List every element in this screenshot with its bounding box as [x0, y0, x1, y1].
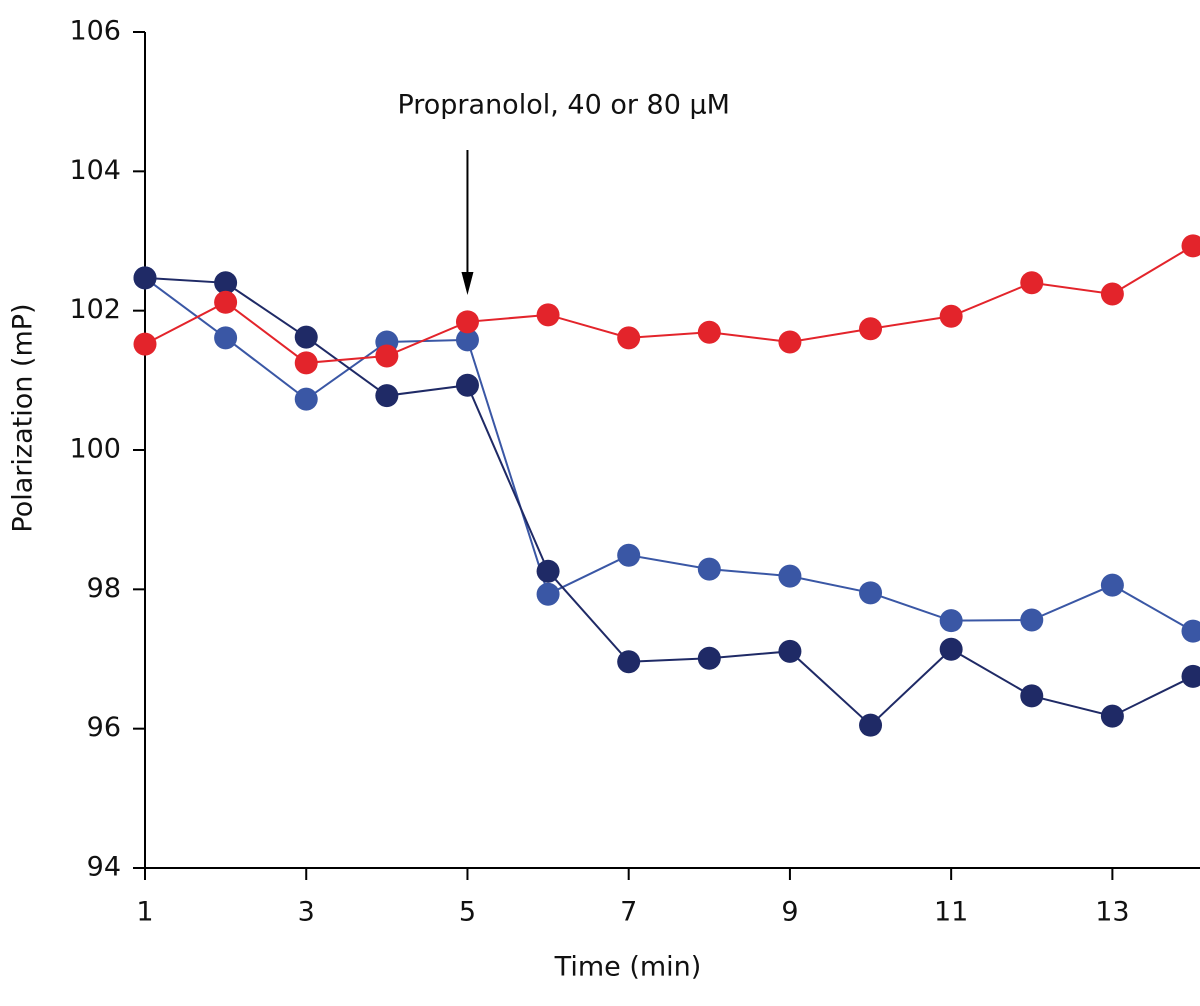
data-point: [455, 310, 479, 334]
data-point: [939, 609, 963, 633]
x-tick-label: 3: [298, 897, 315, 928]
data-point: [214, 271, 238, 295]
data-point: [1020, 684, 1044, 708]
data-point: [1100, 704, 1124, 728]
data-point: [697, 557, 721, 581]
data-point: [617, 326, 641, 350]
data-point: [214, 326, 238, 350]
data-point: [294, 325, 318, 349]
data-point: [617, 650, 641, 674]
data-point: [1181, 234, 1200, 258]
data-point: [778, 564, 802, 588]
x-tick-label: 5: [459, 897, 476, 928]
data-point: [536, 303, 560, 327]
data-point: [133, 266, 157, 290]
series-line: [144, 276, 1194, 727]
data-point: [859, 317, 883, 341]
x-tick-label: 1: [136, 897, 153, 928]
data-point: [375, 384, 399, 408]
data-point: [778, 330, 802, 354]
data-point: [455, 328, 479, 352]
y-tick-label: 102: [69, 294, 121, 325]
x-tick-label: 11: [934, 897, 968, 928]
y-tick-label: 96: [87, 712, 121, 743]
x-tick-label: 13: [1095, 897, 1129, 928]
series-line: [144, 277, 1194, 633]
data-point: [939, 637, 963, 661]
data-point: [859, 581, 883, 605]
annotation: Propranolol, 40 or 80 μM: [397, 90, 730, 121]
data-point: [939, 304, 963, 328]
data-point: [1020, 608, 1044, 632]
data-point: [778, 639, 802, 663]
data-point: [133, 332, 157, 356]
x-tick-label: 7: [620, 897, 637, 928]
data-point: [375, 344, 399, 368]
data-point: [697, 320, 721, 344]
y-tick-label: 106: [69, 16, 121, 47]
data-point: [294, 387, 318, 411]
data-point: [536, 559, 560, 583]
x-tick-label: 9: [781, 897, 798, 928]
data-point: [1181, 664, 1200, 688]
data-point: [1181, 619, 1200, 643]
data-point: [617, 543, 641, 567]
data-point: [697, 646, 721, 670]
y-tick-label: 98: [87, 573, 121, 604]
data-point: [455, 373, 479, 397]
x-axis-label: Time (min): [554, 952, 702, 983]
data-point: [294, 351, 318, 375]
y-axis-label: Polarization (mP): [8, 303, 39, 532]
data-point: [1100, 282, 1124, 306]
y-tick-label: 94: [87, 852, 121, 883]
y-tick-label: 100: [69, 434, 121, 465]
data-point: [536, 582, 560, 606]
data-point: [859, 713, 883, 737]
data-point: [1100, 573, 1124, 597]
data-point: [214, 290, 238, 314]
y-tick-label: 104: [69, 155, 121, 186]
series-line: [144, 245, 1194, 364]
annotation-arrowhead: [461, 272, 474, 295]
data-point: [1020, 271, 1044, 295]
